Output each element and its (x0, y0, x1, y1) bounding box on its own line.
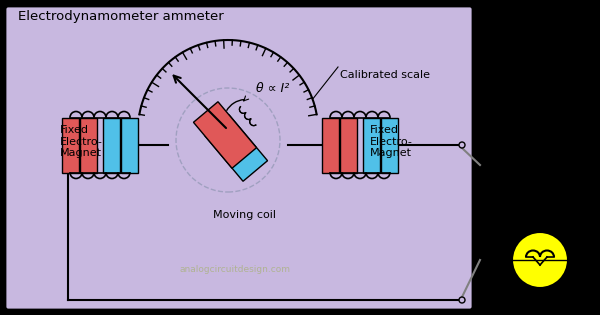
Text: Fixed
Electro-
Magnet: Fixed Electro- Magnet (60, 125, 103, 158)
Bar (121, 117, 137, 173)
Bar (322, 117, 338, 173)
Bar (79, 117, 97, 173)
Bar (362, 117, 380, 173)
Circle shape (512, 232, 568, 288)
Text: Calibrated scale: Calibrated scale (340, 70, 430, 80)
Text: θ ∝ I²: θ ∝ I² (256, 82, 289, 94)
Polygon shape (193, 102, 257, 168)
Circle shape (459, 142, 465, 148)
Text: Moving coil: Moving coil (213, 210, 276, 220)
Text: Electrodynamometer ammeter: Electrodynamometer ammeter (18, 10, 224, 23)
Text: Fixed
Electro-
Magnet: Fixed Electro- Magnet (370, 125, 413, 158)
Bar (340, 117, 356, 173)
Bar (380, 117, 398, 173)
FancyBboxPatch shape (5, 6, 473, 310)
Circle shape (459, 297, 465, 303)
Bar (62, 117, 79, 173)
Bar (103, 117, 119, 173)
Text: analogcircuitdesign.com: analogcircuitdesign.com (179, 266, 290, 274)
Polygon shape (205, 115, 268, 181)
